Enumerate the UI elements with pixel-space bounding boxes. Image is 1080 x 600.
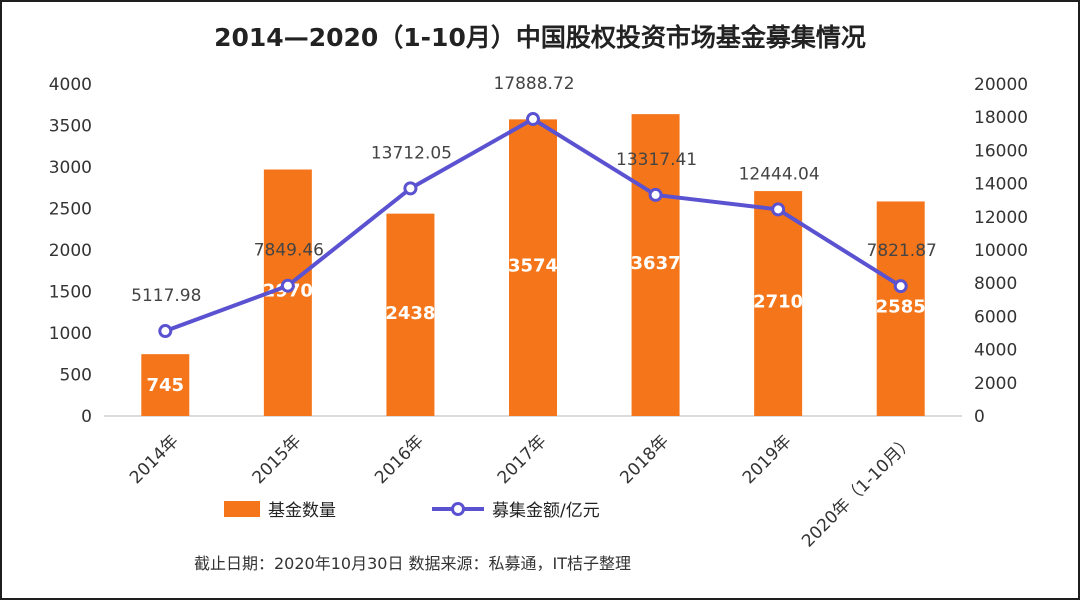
bar-value-label: 2438 bbox=[385, 303, 435, 324]
x-category-label: 2014年 bbox=[126, 431, 183, 488]
y-right-tick-label: 2000 bbox=[974, 374, 1017, 394]
line-point bbox=[893, 279, 908, 294]
y-left-tick-label: 4000 bbox=[49, 75, 92, 95]
x-category-label: 2017年 bbox=[494, 431, 551, 488]
x-category-label: 2020年（1-10月） bbox=[798, 431, 918, 551]
bar bbox=[509, 119, 557, 416]
y-right-tick-label: 14000 bbox=[974, 175, 1028, 195]
y-left-tick-label: 1500 bbox=[49, 283, 92, 303]
y-right-tick-label: 0 bbox=[974, 407, 985, 427]
bars: 745297024383574363727102585 bbox=[141, 114, 926, 416]
bar-value-label: 745 bbox=[146, 375, 184, 396]
chart-title: 2014—2020（1-10月）中国股权投资市场基金募集情况 bbox=[214, 23, 866, 52]
line-value-label: 12444.04 bbox=[739, 164, 820, 184]
line-point bbox=[280, 278, 295, 293]
y-left-tick-label: 1000 bbox=[49, 324, 92, 344]
line-value-label: 13317.41 bbox=[616, 150, 697, 170]
bar-value-label: 2585 bbox=[876, 297, 926, 318]
line-value-label: 17888.72 bbox=[493, 74, 574, 94]
line-point bbox=[771, 202, 786, 217]
line-value-label: 13712.05 bbox=[371, 143, 452, 163]
line-value-label: 7821.87 bbox=[867, 241, 937, 261]
line-point bbox=[403, 181, 418, 196]
x-category-label: 2016年 bbox=[371, 431, 428, 488]
y-right-tick-label: 18000 bbox=[974, 108, 1028, 128]
y-left-tick-label: 3000 bbox=[49, 158, 92, 178]
y-right-tick-label: 20000 bbox=[974, 75, 1028, 95]
bar-value-label: 3574 bbox=[508, 256, 558, 277]
y-right-tick-label: 6000 bbox=[974, 307, 1017, 327]
y-left-tick-label: 0 bbox=[81, 407, 92, 427]
y-right-tick-label: 12000 bbox=[974, 208, 1028, 228]
line-point bbox=[648, 187, 663, 202]
y-right-tick-label: 8000 bbox=[974, 274, 1017, 294]
legend-line-marker bbox=[451, 502, 465, 516]
bar bbox=[754, 191, 803, 416]
line-point bbox=[526, 112, 540, 127]
bar bbox=[631, 114, 680, 416]
legend-line-label: 募集金额/亿元 bbox=[492, 501, 600, 521]
line-value-label: 7849.46 bbox=[254, 241, 324, 261]
line-point bbox=[158, 324, 173, 339]
bar bbox=[876, 201, 925, 416]
line-series: 5117.98 7849.46 13712.05 17888.72 13317.41 12… bbox=[131, 74, 937, 339]
legend-bar-label: 基金数量 bbox=[268, 501, 336, 521]
bar bbox=[141, 354, 190, 416]
y-left-tick-label: 500 bbox=[60, 366, 92, 386]
legend: 基金数量 募集金额/亿元 bbox=[224, 501, 600, 521]
y-left-tick-label: 2500 bbox=[49, 200, 92, 220]
legend-bar-swatch bbox=[224, 501, 260, 517]
y-left-tick-label: 3500 bbox=[49, 117, 92, 137]
bar-value-label: 3637 bbox=[631, 253, 681, 274]
line-value-label: 5117.98 bbox=[131, 286, 201, 306]
y-right-tick-label: 16000 bbox=[974, 141, 1028, 161]
footer-note: 截止日期：2020年10月30日 数据来源：私募通，IT桔子整理 bbox=[194, 554, 631, 573]
x-category-label: 2015年 bbox=[249, 431, 306, 488]
bar bbox=[386, 213, 435, 416]
x-category-label: 2018年 bbox=[616, 431, 673, 488]
y-left-tick-label: 2000 bbox=[49, 241, 92, 261]
y-right-tick-label: 4000 bbox=[974, 341, 1017, 361]
y-right-tick-label: 10000 bbox=[974, 241, 1028, 261]
bar-value-label: 2710 bbox=[753, 292, 803, 313]
x-category-label: 2019年 bbox=[739, 431, 796, 488]
